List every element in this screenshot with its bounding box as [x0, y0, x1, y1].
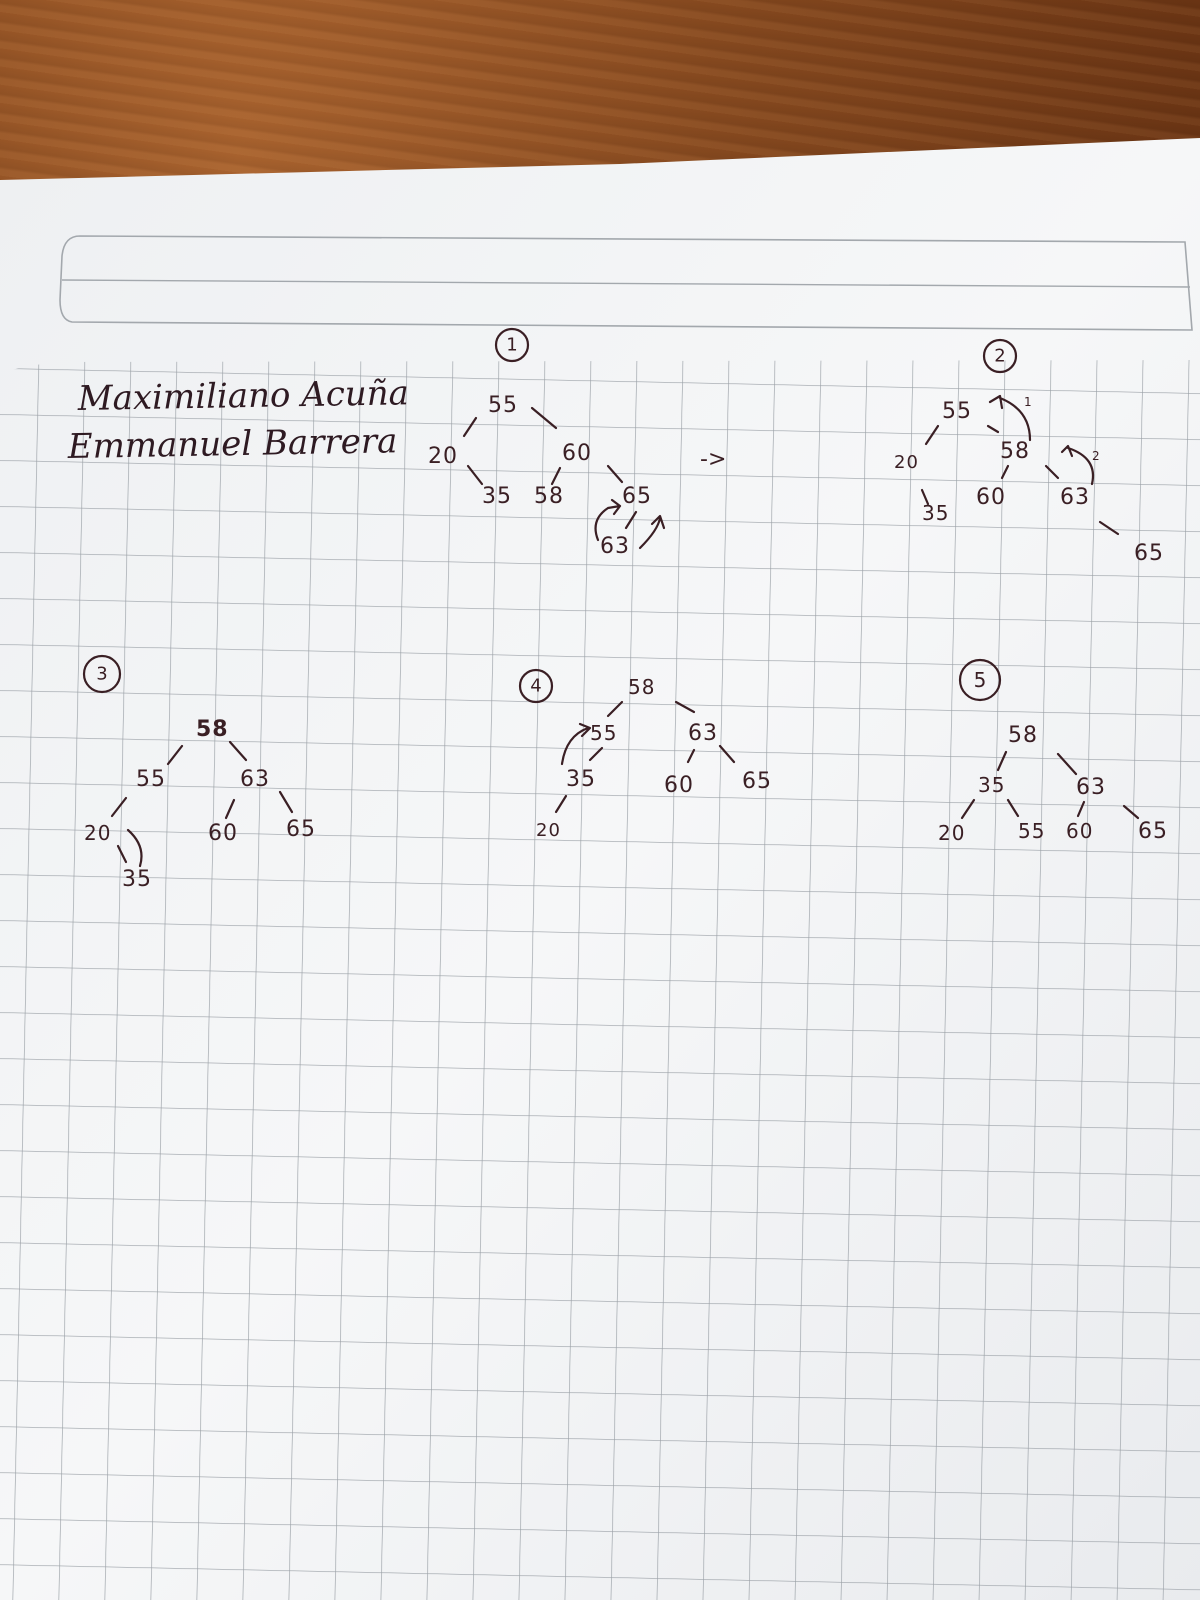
tree-node: 65 [742, 769, 772, 794]
tree-edge [116, 844, 128, 864]
tree-node: 65 [1134, 541, 1164, 566]
tree-node: 20 [428, 444, 458, 469]
grid-lines [0, 360, 1200, 1600]
tree-node: 63 [1060, 485, 1090, 510]
tree-edge [986, 424, 1000, 434]
tree-edge [920, 488, 930, 506]
tree-node: 20 [536, 820, 561, 841]
tree-node: 58 [196, 717, 229, 742]
step-number-circle-5 [958, 658, 1002, 702]
rotation-arrow [988, 394, 1032, 442]
tree-edge [674, 700, 696, 714]
tree-edge [588, 746, 604, 762]
tree-edge [228, 740, 248, 762]
tree-step-4: 4 58 55 63 35 60 65 20 [518, 668, 772, 841]
rotation-mark: 2 [1092, 449, 1100, 463]
tree-edge [718, 744, 736, 764]
tree-node: 65 [622, 484, 652, 509]
tree-edge [1000, 464, 1010, 480]
tree-edge [686, 748, 696, 764]
step-number-1: 1 [506, 335, 517, 356]
step-number-circle-3 [82, 654, 122, 694]
tree-node: 63 [688, 721, 718, 746]
tree-edge [1076, 800, 1086, 818]
tree-node: 63 [240, 767, 270, 792]
tree-node: 35 [482, 484, 512, 509]
tree-edge [554, 794, 568, 814]
tree-node: 65 [286, 817, 316, 842]
tree-step-1: 1 55 20 60 35 58 65 63 [428, 327, 666, 559]
tree-node: 20 [84, 821, 111, 845]
tree-node: 58 [1000, 439, 1030, 464]
rotation-arrow [638, 514, 666, 550]
tree-edge [550, 466, 562, 486]
tree-edge [1006, 798, 1020, 818]
tree-edge [1122, 804, 1140, 820]
tree-node: 55 [136, 767, 166, 792]
tree-edge [530, 406, 558, 430]
tree-node: 55 [1018, 819, 1045, 843]
rotation-arrow [560, 722, 592, 766]
rotation-arrow [594, 498, 622, 542]
tree-node: 58 [628, 675, 655, 699]
tree-edge [606, 464, 624, 484]
tree-node: 35 [566, 767, 596, 792]
tree-edge [110, 796, 128, 818]
tree-node: 63 [1076, 775, 1106, 800]
author-name-2: Emmanuel Barrera [66, 421, 397, 467]
tree-node: 60 [976, 485, 1006, 510]
tree-node: 20 [894, 452, 919, 473]
tree-edge [1098, 520, 1120, 536]
tree-node: 58 [534, 484, 564, 509]
tree-node: 35 [978, 773, 1005, 797]
tree-edge [462, 416, 478, 438]
tree-node: 60 [208, 821, 238, 846]
tree-node: 63 [600, 534, 630, 559]
step-number-2: 2 [994, 346, 1005, 367]
tree-node: 55 [942, 399, 972, 424]
step-number-3: 3 [96, 664, 107, 685]
tree-edge [278, 790, 294, 814]
tree-node: 20 [938, 821, 965, 845]
tree-edge [606, 700, 624, 718]
tree-node: 55 [488, 393, 518, 418]
step-number-circle-2 [982, 338, 1018, 374]
tree-edge [224, 798, 236, 820]
tree-node: 60 [664, 773, 694, 798]
tree-edge [624, 510, 638, 530]
step-number-5: 5 [974, 668, 987, 692]
header-divider [61, 279, 1191, 288]
tree-edge [1044, 464, 1060, 480]
tree-node: 58 [1008, 723, 1038, 748]
tree-node: 35 [922, 501, 949, 525]
author-name-1: Maximiliano Acuña [76, 373, 409, 419]
tree-edge [466, 464, 484, 486]
tree-step-2: 2 55 20 58 35 60 63 65 1 2 [894, 338, 1164, 566]
tree-node: 65 [1138, 819, 1168, 844]
step-number-4: 4 [530, 676, 541, 697]
tree-edge [166, 744, 184, 766]
rotation-arrow [1060, 444, 1095, 486]
tree-edge [1056, 752, 1078, 776]
transition-arrow: -> [700, 447, 726, 472]
tree-node: 60 [562, 441, 592, 466]
step-number-circle-4 [518, 668, 554, 704]
tree-edge [960, 798, 976, 820]
tree-step-3: 3 58 55 63 20 60 65 35 [82, 654, 316, 892]
tree-edge [996, 750, 1008, 772]
tree-node: 60 [1066, 819, 1093, 843]
tree-node: 35 [122, 867, 152, 892]
step-number-circle-1 [494, 327, 530, 363]
rotation-mark: 1 [1024, 395, 1032, 409]
rotation-arrow [126, 828, 143, 868]
header-box [59, 235, 1193, 331]
tree-edge [924, 424, 940, 446]
tree-step-5: 5 58 35 63 20 55 60 65 [938, 658, 1168, 845]
tree-node: 55 [590, 721, 617, 745]
